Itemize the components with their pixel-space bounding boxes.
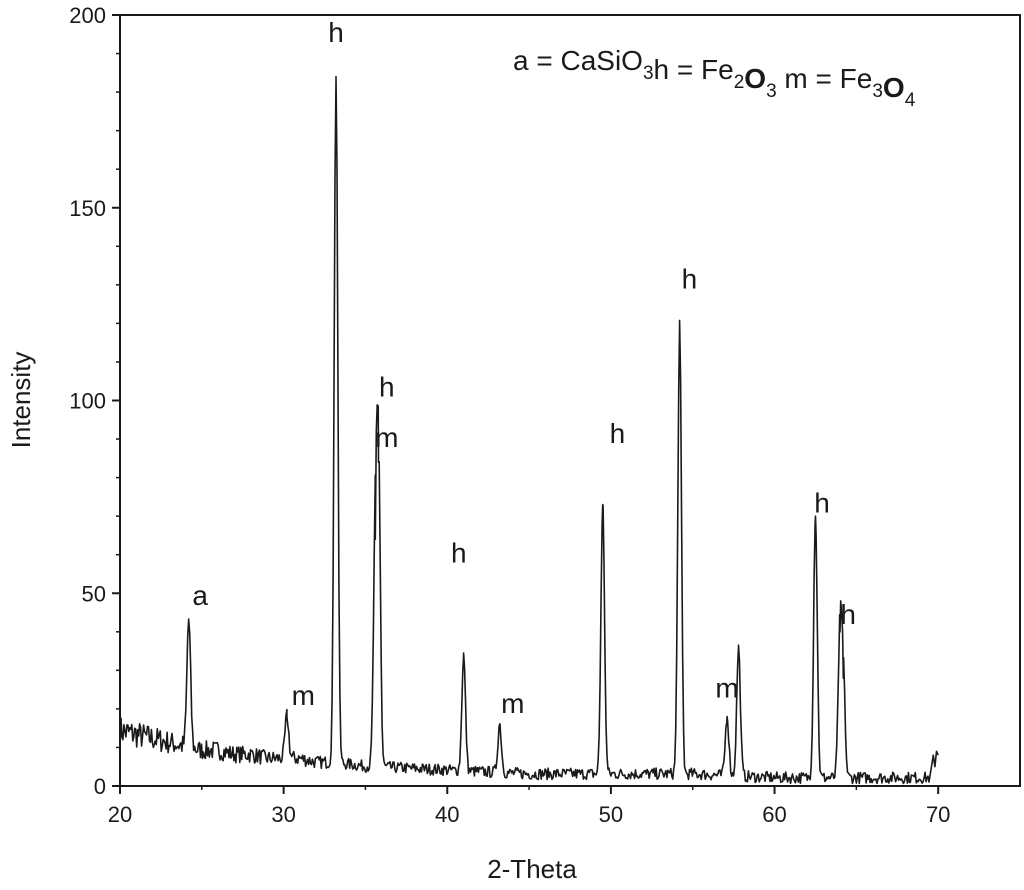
y-tick-label: 150 [69,196,106,221]
y-tick-label: 200 [69,3,106,28]
legend-text: O [883,72,905,103]
peak-label: h [840,599,856,630]
peak-label: m [715,672,738,703]
peak-label: a [192,580,208,611]
x-tick-label: 70 [926,802,950,827]
x-tick-label: 30 [271,802,295,827]
legend-text: h = Fe [654,54,734,85]
legend: a = CaSiO3h = Fe2O3 m = Fe3O4 [513,45,916,111]
legend-subscript: 4 [905,90,916,111]
y-axis-title: Intensity [6,352,36,449]
peak-label: h [610,418,626,449]
x-tick-label: 40 [435,802,459,827]
legend-subscript: 3 [643,63,654,84]
peak-label: h [451,537,467,568]
plot-frame [119,14,1021,787]
legend-text: m = Fe [784,63,872,94]
x-tick-label: 60 [762,802,786,827]
legend-subscript: 2 [734,72,745,93]
x-axis: 20 30 40 50 60 70 [108,786,950,827]
peak-label: m [292,680,315,711]
x-tick-label: 50 [599,802,623,827]
legend-text: O [744,63,766,94]
y-axis: 0 50 100 150 200 [69,3,120,799]
legend-spacer [777,63,785,94]
x-axis-title: 2-Theta [487,854,577,884]
peak-label: h [328,17,344,48]
peak-label: h [379,372,395,403]
legend-subscript: 3 [872,81,883,102]
peak-label: h [682,264,698,295]
x-tick-label: 20 [108,802,132,827]
peak-label: m [501,688,524,719]
legend-subscript: 3 [766,81,777,102]
y-tick-label: 0 [94,774,106,799]
diffraction-series-line [119,75,939,785]
y-tick-label: 100 [69,389,106,414]
y-tick-label: 50 [82,581,106,606]
legend-text: a = CaSiO [513,45,643,76]
peak-label: h [814,487,830,518]
peak-label: m [375,422,398,453]
